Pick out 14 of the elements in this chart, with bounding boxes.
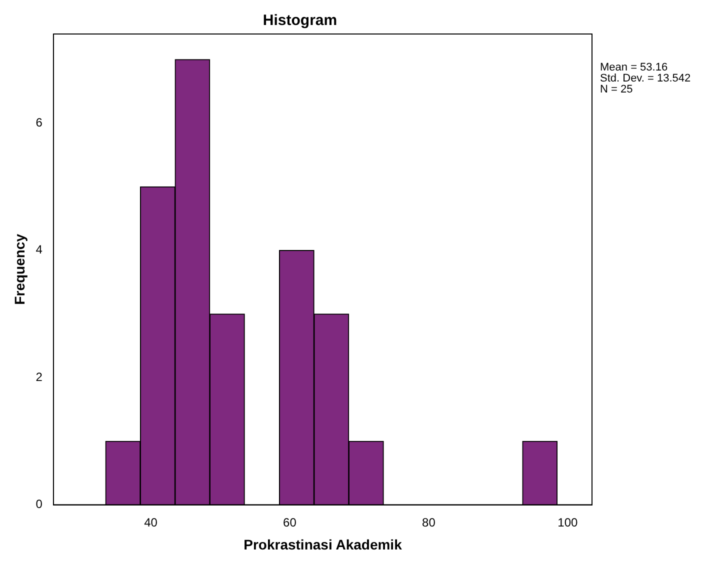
x-tick-label: 60	[283, 515, 297, 530]
x-tick-label: 100	[558, 515, 578, 530]
text: Std. Dev. = 13.542	[600, 72, 691, 85]
y-tick-label: 2	[36, 370, 43, 384]
text: N = 25	[600, 84, 633, 96]
x-tick-label: 40	[144, 515, 158, 530]
y-axis-title: Frequency	[11, 234, 28, 305]
y-tick-label: 0	[36, 497, 43, 512]
x-axis-title: Prokrastinasi Akademik	[244, 536, 402, 552]
x-tick-label: 80	[422, 515, 436, 530]
y-tick-label: 6	[36, 115, 43, 130]
text: Mean = 53.16	[600, 62, 668, 74]
y-tick-label: 4	[36, 242, 43, 257]
chart-title: Histogram	[262, 12, 338, 30]
